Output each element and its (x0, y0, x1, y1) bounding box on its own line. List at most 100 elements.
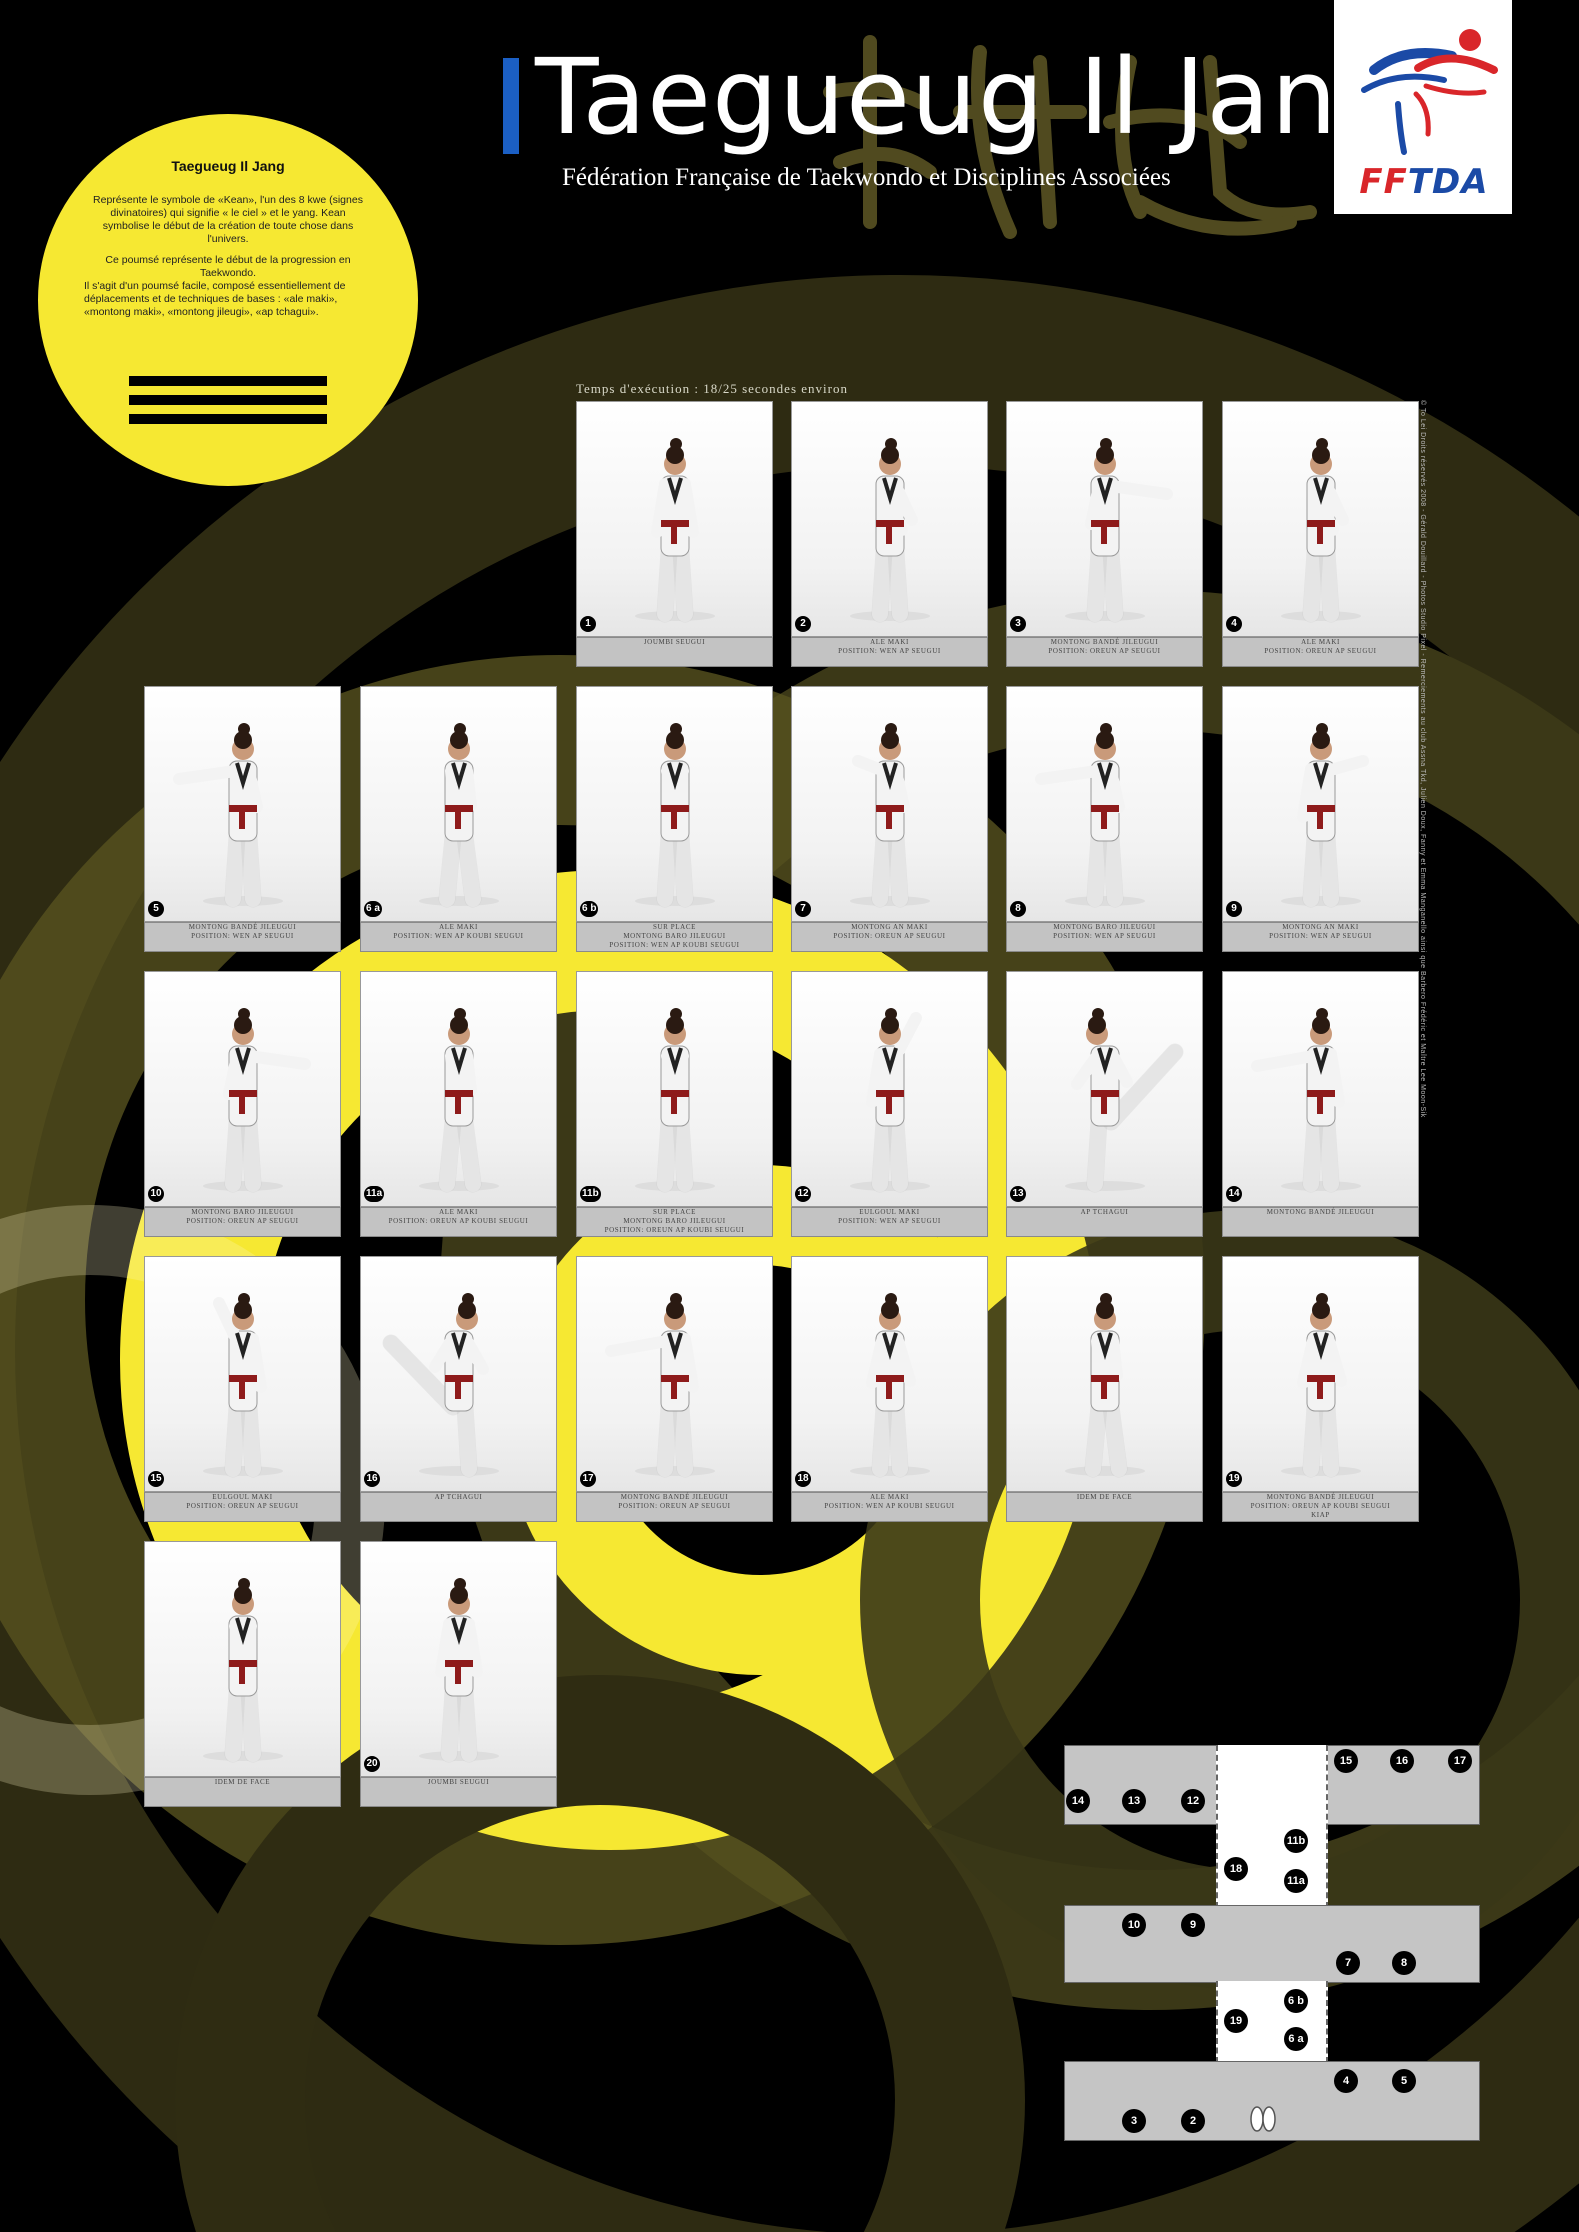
move-caption: Montong bandé jileugui Position: OREUN ap… (1222, 1492, 1419, 1522)
diagram-marker: 12 (1181, 1789, 1205, 1813)
move-card: 17 Montong bandé jileugui Position: OREUN … (576, 1256, 773, 1524)
move-caption-line: Montong baro jileugui (623, 1217, 726, 1225)
move-caption: Ap tchagui (1006, 1207, 1203, 1237)
move-number-badge: 15 (148, 1471, 164, 1487)
move-photo: 2 (791, 401, 988, 637)
move-caption: Montong an maki Position: WEN ap seugui (1222, 922, 1419, 952)
move-caption-line: Montong an maki (851, 923, 928, 931)
move-photo: 13 (1006, 971, 1203, 1207)
move-photo: 6 b (576, 686, 773, 922)
move-caption-line: Position: WEN ap seugui (1053, 932, 1156, 940)
move-caption-line: Montong bandé jileugui (1266, 1208, 1375, 1216)
diagram-marker: 11b (1284, 1829, 1308, 1853)
diagram-marker: 16 (1390, 1749, 1414, 1773)
diagram-marker: 11a (1284, 1869, 1308, 1893)
calligraphy-watermark (823, 35, 1317, 239)
move-card: 12 Eulgoul maki Position: WEN ap seugui (791, 971, 988, 1239)
move-photo: 4 (1222, 401, 1419, 637)
move-card: 1 Joumbi seugui (576, 401, 773, 669)
move-card: 11a Ale maki Position: OREUN ap koubi seug… (360, 971, 557, 1239)
diagram-marker: 19 (1224, 2009, 1248, 2033)
move-number-badge: 13 (1010, 1186, 1026, 1202)
move-caption-line: Position: OREUN ap seugui (618, 1502, 731, 1510)
move-number-badge: 16 (364, 1471, 380, 1487)
diagram-marker: 2 (1181, 2109, 1205, 2133)
move-caption-line: Position: WEN ap seugui (191, 932, 294, 940)
info-paragraph-2: Ce poumsé représente le début de la prog… (105, 254, 351, 279)
move-photo: 6 a (360, 686, 557, 922)
move-number-badge: 6 b (580, 901, 599, 917)
move-photo: 9 (1222, 686, 1419, 922)
diagram-marker: 6 a (1284, 2027, 1308, 2051)
move-photo (1006, 1256, 1203, 1492)
move-caption-line: Position: OREUN ap seugui (1048, 647, 1161, 655)
move-number-badge: 11a (364, 1186, 385, 1202)
move-card: 8 Montong baro jileugui Position: WEN ap s… (1006, 686, 1203, 954)
diagram-marker: 13 (1122, 1789, 1146, 1813)
belt-stripe (129, 395, 327, 405)
athlete-emblem-icon (1361, 29, 1498, 155)
diagram-marker: 17 (1448, 1749, 1472, 1773)
move-caption: Ale maki Position: WEN ap seugui (791, 637, 988, 667)
move-photo: 7 (791, 686, 988, 922)
move-card: 10 Montong baro jileugui Position: OREUN a… (144, 971, 341, 1239)
move-card: 16 Ap tchagui (360, 1256, 557, 1524)
move-caption-line: Position: OREUN ap seugui (1264, 647, 1377, 655)
move-number-badge: 3 (1010, 616, 1026, 632)
move-caption-line: Eulgoul maki (859, 1208, 920, 1216)
move-caption-line: Kiap (1311, 1511, 1330, 1519)
move-caption-line: Idem de face (214, 1778, 271, 1786)
move-card: 11b Sur place Montong baro jileugui Positio… (576, 971, 773, 1239)
move-number-badge: 9 (1226, 901, 1242, 917)
move-photo: 8 (1006, 686, 1203, 922)
move-caption: Sur place Montong baro jileugui Position: … (576, 922, 773, 952)
diagram-marker: 14 (1066, 1789, 1090, 1813)
move-photo: 16 (360, 1256, 557, 1492)
movement-diagram: 14 13 12 15 16 17 11b 18 11a 10 9 7 8 6 b 19 6 a 4 5 3 2 (1064, 1745, 1480, 2145)
move-caption-line: Position: OREUN ap koubi seugui (604, 1226, 745, 1234)
page-title: Taegueug Il Jang (535, 36, 1405, 158)
move-caption: Ale maki Position: OREUN ap seugui (1222, 637, 1419, 667)
move-caption-line: Montong an maki (1282, 923, 1359, 931)
move-photo: 11a (360, 971, 557, 1207)
move-card: 7 Montong an maki Position: OREUN ap seugu… (791, 686, 988, 954)
move-caption: Ap tchagui (360, 1492, 557, 1522)
move-caption-line: Sur place (653, 923, 696, 931)
move-caption-line: Ap tchagui (434, 1493, 483, 1501)
move-photo: 17 (576, 1256, 773, 1492)
move-caption-line: Position: WEN ap koubi seugui (824, 1502, 955, 1510)
title-accent-bar (503, 58, 519, 154)
move-caption-line: Idem de face (1076, 1493, 1133, 1501)
move-photo: 11b (576, 971, 773, 1207)
diagram-marker: 7 (1336, 1951, 1360, 1975)
move-card: 4 Ale maki Position: OREUN ap seugui (1222, 401, 1419, 669)
info-paragraph-3: Il s'agit d'un poumsé facile, composé es… (84, 280, 346, 318)
move-number-badge: 14 (1226, 1186, 1242, 1202)
move-caption-line: Ale maki (870, 1493, 909, 1501)
move-caption-line: Position: WEN ap seugui (838, 1217, 941, 1225)
move-caption-line: Ap tchagui (1080, 1208, 1129, 1216)
move-photo (144, 1541, 341, 1777)
move-caption: Montong bandé jileugui (1222, 1207, 1419, 1237)
move-photo: 14 (1222, 971, 1419, 1207)
move-photo: 3 (1006, 401, 1203, 637)
move-card: Idem de face (1006, 1256, 1203, 1524)
diagram-marker: 5 (1392, 2069, 1416, 2093)
move-caption-line: Position: WEN ap seugui (838, 647, 941, 655)
move-caption-line: Montong bandé jileugui (1050, 638, 1159, 646)
belt-stripe (129, 376, 327, 386)
move-caption: Idem de face (1006, 1492, 1203, 1522)
info-title: Taegueug Il Jang (171, 158, 285, 174)
move-number-badge: 11b (580, 1186, 601, 1202)
move-caption-line: Ale maki (870, 638, 909, 646)
move-caption: Montong baro jileugui Position: OREUN ap … (144, 1207, 341, 1237)
move-caption: Ale maki Position: WEN ap koubi seugui (360, 922, 557, 952)
move-photo: 12 (791, 971, 988, 1207)
move-number-badge: 18 (795, 1471, 811, 1487)
move-caption: Montong bandé jileugui Position: WEN ap s… (144, 922, 341, 952)
start-feet-icon (1246, 2101, 1280, 2140)
move-photo: 1 (576, 401, 773, 637)
move-card: 5 Montong bandé jileugui Position: WEN ap … (144, 686, 341, 954)
move-card: 9 Montong an maki Position: WEN ap seugui (1222, 686, 1419, 954)
info-paragraph-1: Représente le symbole de «Kean», l'un de… (93, 194, 363, 245)
